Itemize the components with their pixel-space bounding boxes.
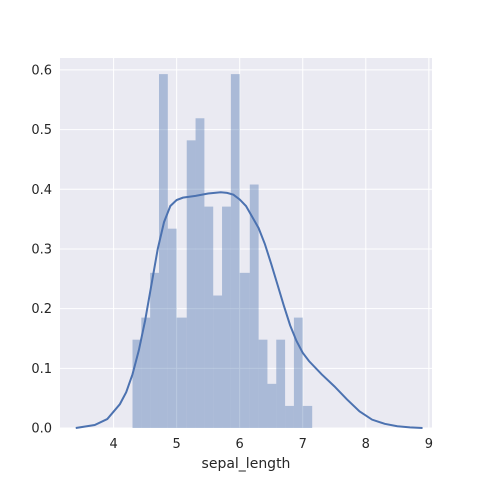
x-tick-label-5: 9 <box>425 437 433 452</box>
histogram-bar-0 <box>132 339 142 428</box>
histogram-bar-13 <box>249 184 259 428</box>
histogram-bar-4 <box>167 228 177 428</box>
histogram-bar-5 <box>176 317 187 428</box>
histogram-bar-16 <box>276 339 286 428</box>
histogram-bar-7 <box>195 118 205 428</box>
y-tick-label-4: 0.4 <box>31 183 52 198</box>
histogram-bar-19 <box>302 405 313 428</box>
x-tick-label-1: 5 <box>173 437 181 452</box>
histogram-bar-8 <box>204 206 214 428</box>
x-tick-label-2: 6 <box>236 437 244 452</box>
histogram-bar-18 <box>293 317 303 428</box>
histogram-bar-17 <box>285 405 294 428</box>
y-tick-label-1: 0.1 <box>31 362 52 377</box>
x-tick-label-3: 7 <box>299 437 307 452</box>
histogram-bar-12 <box>239 272 250 428</box>
grid-lines <box>60 58 432 429</box>
histogram-bar-1 <box>141 317 151 428</box>
x-tick-label-0: 4 <box>109 437 117 452</box>
histogram-bar-6 <box>186 140 196 428</box>
y-tick-label-6: 0.6 <box>31 63 52 78</box>
histogram-bar-9 <box>213 295 223 428</box>
y-tick-label-5: 0.5 <box>31 123 52 138</box>
kde-curve <box>75 191 423 429</box>
histogram-bar-3 <box>158 74 168 428</box>
histogram-bar-10 <box>222 206 231 428</box>
histogram-bars <box>132 74 313 428</box>
y-tick-labels: 0.0 0.1 0.2 0.3 0.4 0.5 0.6 <box>31 63 52 436</box>
y-tick-label-0: 0.0 <box>31 422 52 437</box>
histogram-bar-2 <box>150 272 159 428</box>
histogram-bar-15 <box>267 383 277 428</box>
y-tick-label-2: 0.2 <box>31 302 52 317</box>
x-tick-labels: 4 5 6 7 8 9 <box>109 437 433 452</box>
histogram-bar-11 <box>230 74 240 428</box>
plot-area <box>60 58 432 428</box>
histogram-bar-14 <box>258 339 268 428</box>
y-tick-label-3: 0.3 <box>31 242 52 257</box>
x-axis-label: sepal_length <box>202 456 291 472</box>
x-tick-label-4: 8 <box>362 437 370 452</box>
